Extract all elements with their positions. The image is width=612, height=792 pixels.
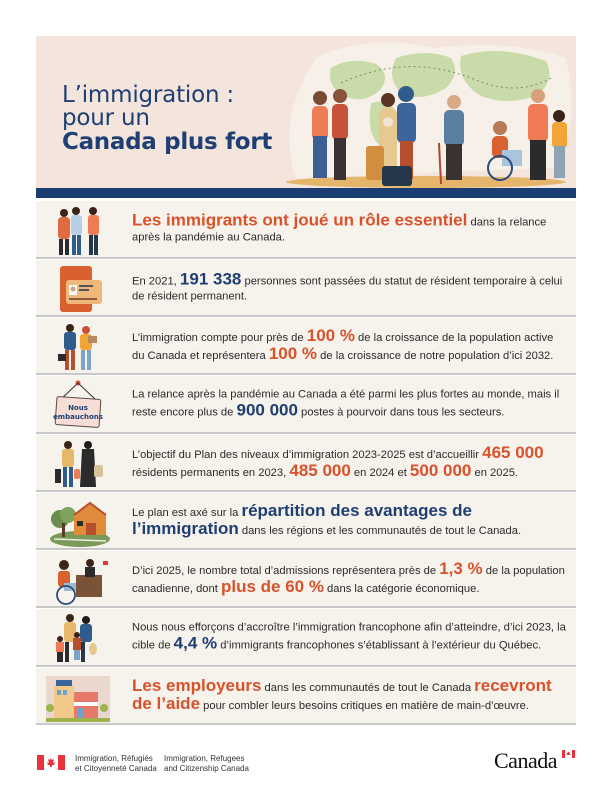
- highlight-text: 500 000: [409, 460, 472, 480]
- highlight-text: Les immigrants ont joué un rôle essentie…: [132, 210, 468, 230]
- fact-text: Les employeurs dans les communautés de t…: [132, 675, 568, 714]
- highlight-text: 900 000: [236, 400, 298, 420]
- body-text: En 2021,: [132, 275, 180, 287]
- fact-row: Nous nous efforçons d’accroître l’immigr…: [36, 609, 576, 667]
- body-text: d’immigrants francophones s’établissant …: [217, 639, 542, 652]
- svg-text:Nous: Nous: [68, 404, 88, 412]
- canada-wordmark: Canada: [494, 748, 557, 773]
- fact-row: Le plan est axé sur la répartition des a…: [36, 493, 576, 550]
- body-text: L’objectif du Plan des niveaux d’immigra…: [132, 448, 483, 461]
- department-name-en: Immigration, Refugees and Citizenship Ca…: [164, 754, 249, 774]
- department-name-fr: Immigration, Réfugiés et Citoyenneté Can…: [75, 754, 157, 774]
- family-group-icon: [58, 207, 99, 255]
- fact-text: Les immigrants ont joué un rôle essentie…: [132, 210, 568, 246]
- dept-fr-line2: et Citoyenneté Canada: [75, 764, 157, 773]
- fact-text: D’ici 2025, le nombre total d’admissions…: [132, 558, 568, 597]
- fact-row: En 2021, 191 338 personnes sont passées …: [36, 260, 576, 317]
- highlight-text: 191 338: [179, 269, 242, 288]
- francophone-family-icon: [56, 614, 97, 662]
- body-text: pour combler leurs besoins critiques en …: [200, 699, 529, 712]
- fact-row: D’ici 2025, le nombre total d’admissions…: [36, 551, 576, 608]
- resident-card-icon: [60, 266, 102, 312]
- header-divider-bar: [36, 188, 576, 198]
- diverse-people-world-map-icon: [286, 42, 572, 188]
- highlight-text: Les employeurs: [132, 675, 262, 695]
- highlight-text: recevront de l’aide: [132, 675, 552, 713]
- body-text: dans la relance après la pandémie au Can…: [132, 216, 547, 244]
- fact-row: L’objectif du Plan des niveaux d’immigra…: [36, 435, 576, 492]
- body-text: La relance après la pandémie au Canada a…: [132, 388, 560, 419]
- fact-text: Le plan est axé sur la répartition des a…: [132, 500, 568, 539]
- body-text: de la croissance de notre population d’i…: [317, 349, 554, 362]
- body-text: postes à pourvoir dans tous les secteurs…: [297, 406, 505, 419]
- fact-text: L’immigration compte pour près de 100 % …: [132, 325, 568, 364]
- body-text: en 2025.: [471, 466, 519, 479]
- fact-text: La relance après la pandémie au Canada a…: [132, 388, 568, 421]
- body-text: personnes sont passées du statut de rési…: [132, 275, 563, 302]
- title-line-1: L’immigration :: [62, 82, 234, 108]
- dept-en-line1: Immigration, Refugees: [164, 754, 245, 763]
- fact-row: L’immigration compte pour près de 100 % …: [36, 318, 576, 375]
- fact-row: Les immigrants ont joué un rôle essentie…: [36, 201, 576, 259]
- wheelchair-office-icon: [56, 559, 108, 605]
- highlight-text: répartition des avantages de l’immigrati…: [132, 500, 472, 538]
- fact-text: Nous nous efforçons d’accroître l’immigr…: [132, 621, 568, 654]
- header-banner: L’immigration : pour un Canada plus fort: [36, 36, 576, 188]
- highlight-text: 485 000: [289, 460, 351, 480]
- workers-icon: [58, 324, 97, 370]
- highlight-text: 465 000: [482, 442, 544, 462]
- title-line-3: Canada plus fort: [62, 128, 273, 155]
- body-text: D’ici 2025, le nombre total d’admissions…: [132, 564, 440, 577]
- body-text: dans la catégorie économique.: [323, 582, 480, 595]
- body-text: de la croissance de la population active…: [132, 331, 554, 362]
- body-text: dans les communautés de tout le Canada: [261, 681, 475, 694]
- highlight-text: 1,3 %: [439, 558, 483, 578]
- body-text: Le plan est axé sur la: [132, 506, 242, 519]
- body-text: en 2024 et: [350, 466, 410, 479]
- body-text: de la population canadienne, dont: [132, 564, 565, 595]
- wordmark-flag-icon: [562, 750, 575, 758]
- highlight-text: 100 %: [306, 325, 355, 345]
- highlight-text: plus de 60 %: [220, 576, 324, 596]
- farm-barn-icon: [50, 501, 110, 547]
- title-line-2: pour un: [62, 105, 150, 132]
- body-text: résidents permanents en 2023,: [132, 466, 290, 479]
- canada-flag-icon: [37, 755, 65, 770]
- body-text: L’immigration compte pour près de: [132, 331, 307, 344]
- body-text: Nous nous efforçons d’accroître l’immigr…: [132, 621, 566, 652]
- dept-en-line2: and Citizenship Canada: [164, 764, 249, 773]
- storefront-buildings-icon: [46, 676, 110, 722]
- travelers-luggage-icon: [55, 441, 103, 487]
- fact-row: Nous embauchons La relance après la pandém…: [36, 376, 576, 434]
- fact-text: L’objectif du Plan des niveaux d’immigra…: [132, 442, 568, 481]
- body-text: dans les régions et les communautés de t…: [238, 524, 522, 537]
- highlight-text: 4,4 %: [173, 633, 218, 653]
- svg-text:embauchons: embauchons: [53, 413, 103, 421]
- highlight-text: 100 %: [268, 343, 318, 363]
- page-title: L’immigration : pour un Canada plus fort: [62, 82, 273, 155]
- dept-fr-line1: Immigration, Réfugiés: [75, 754, 153, 763]
- fact-text: En 2021, 191 338 personnes sont passées …: [132, 269, 568, 304]
- fact-row: Les employeurs dans les communautés de t…: [36, 668, 576, 725]
